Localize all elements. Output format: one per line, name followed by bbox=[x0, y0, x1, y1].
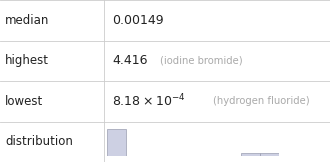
Bar bbox=[108, 129, 126, 156]
Text: median: median bbox=[5, 14, 49, 27]
Bar bbox=[241, 153, 260, 156]
Text: 0.00149: 0.00149 bbox=[112, 14, 164, 27]
Bar bbox=[260, 153, 279, 156]
Text: $8.18\times10^{-4}$: $8.18\times10^{-4}$ bbox=[112, 93, 186, 110]
Text: (iodine bromide): (iodine bromide) bbox=[160, 56, 243, 66]
Text: (hydrogen fluoride): (hydrogen fluoride) bbox=[213, 96, 310, 106]
Text: 4.416: 4.416 bbox=[112, 54, 148, 67]
Text: highest: highest bbox=[5, 54, 49, 67]
Text: lowest: lowest bbox=[5, 95, 43, 108]
Text: distribution: distribution bbox=[5, 135, 73, 148]
